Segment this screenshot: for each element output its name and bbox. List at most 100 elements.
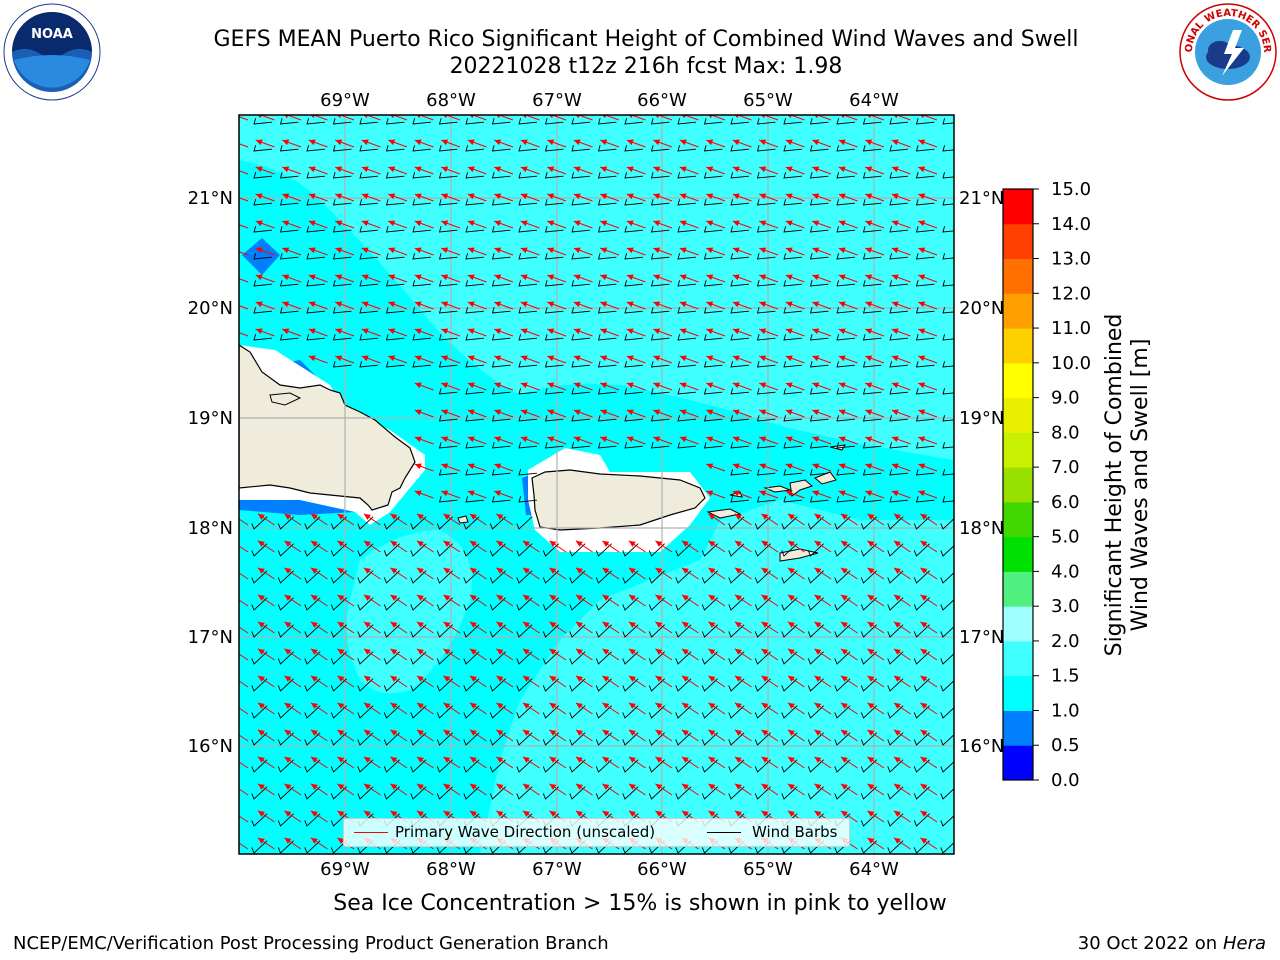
wave-direction-arrowhead <box>257 756 265 763</box>
wind-barb <box>597 442 617 449</box>
wind-barb <box>436 570 453 584</box>
wind-barb <box>357 543 374 557</box>
wave-direction-arrowhead <box>893 648 901 655</box>
wind-barb <box>359 361 378 368</box>
wind-barb <box>915 388 935 395</box>
wave-direction-arrowhead <box>679 166 687 173</box>
wave-direction-arrowhead <box>865 490 873 497</box>
wave-direction-arrowhead <box>865 139 873 146</box>
wave-direction-arrowhead <box>443 675 451 682</box>
wind-barb <box>783 442 802 449</box>
wave-direction-arrowhead <box>840 702 848 709</box>
wind-barb <box>860 624 877 638</box>
wind-barb <box>675 786 692 800</box>
wind-barb <box>597 172 617 179</box>
wave-direction-arrowhead <box>761 648 769 655</box>
wave-direction-arrowhead <box>600 382 608 389</box>
wind-barb <box>942 253 954 260</box>
wind-barb <box>862 307 882 314</box>
wind-barb <box>809 253 829 260</box>
colorbar-band <box>1003 293 1033 329</box>
wave-direction-arrowhead <box>706 193 714 200</box>
wind-barb <box>542 597 559 611</box>
wind-barb <box>756 118 776 125</box>
wind-barb <box>542 732 559 746</box>
wind-barb <box>807 786 824 800</box>
wave-direction-arrowhead <box>865 301 873 308</box>
wind-barb <box>648 678 665 692</box>
wind-barb <box>304 732 321 746</box>
wind-barb <box>940 707 954 719</box>
wave-direction-arrowhead <box>918 220 926 227</box>
wave-direction-arrowhead <box>547 382 555 389</box>
wave-direction-arrowhead <box>734 513 742 520</box>
wave-direction-arrowhead <box>734 756 742 763</box>
wave-direction-arrowhead <box>282 328 290 335</box>
wave-direction-arrowhead <box>626 139 634 146</box>
wave-direction-arrowhead <box>388 328 396 335</box>
wave-direction-arrowhead <box>761 567 769 574</box>
wave-direction-arrowhead <box>865 409 873 416</box>
wave-direction-arrowhead <box>257 702 265 709</box>
wave-direction-arrow <box>239 197 249 202</box>
lon-label-bottom: 64°W <box>849 859 899 880</box>
wave-direction-arrowhead <box>893 115 898 119</box>
wave-direction-arrowhead <box>494 166 502 173</box>
wind-barb <box>624 118 643 125</box>
wind-barb <box>781 705 798 719</box>
wave-direction-arrowhead <box>761 513 769 520</box>
wave-direction-arrowhead <box>469 756 477 763</box>
wave-direction-arrowhead <box>494 355 502 362</box>
wave-direction-arrowhead <box>759 274 767 281</box>
wave-direction-arrowhead <box>573 193 581 200</box>
wave-direction-arrowhead <box>467 220 475 227</box>
wave-direction-arrowhead <box>891 193 899 200</box>
wave-direction-arrowhead <box>467 139 475 146</box>
wave-direction-arrowhead <box>838 490 846 497</box>
wind-barb <box>650 307 670 314</box>
noaa-logo-icon: NOAA <box>3 3 101 101</box>
wind-barb <box>834 597 851 611</box>
wind-barb <box>597 334 617 341</box>
wave-direction-arrowhead <box>416 567 424 574</box>
wave-direction-arrowhead <box>785 274 793 281</box>
lon-label-top: 67°W <box>532 90 582 111</box>
wave-direction-arrowhead <box>653 355 661 362</box>
wave-direction-arrow <box>239 332 249 337</box>
wave-direction-arrowhead <box>812 490 820 497</box>
wave-direction-arrowhead <box>255 247 263 254</box>
wind-barb <box>915 253 935 260</box>
wave-direction-arrowhead <box>732 328 740 335</box>
wind-barb <box>860 516 877 530</box>
wind-barb <box>412 307 431 314</box>
lat-label-left: 20°N <box>188 298 233 319</box>
wave-direction-arrow <box>497 115 514 121</box>
wind-barb <box>465 307 484 314</box>
wind-barb <box>730 226 749 233</box>
wave-direction-arrowhead <box>653 220 661 227</box>
wave-direction-arrowhead <box>838 355 846 362</box>
wave-direction-arrowhead <box>920 567 928 574</box>
wind-barb <box>889 469 908 476</box>
wind-barb <box>887 840 904 854</box>
wave-direction-arrowhead <box>255 193 263 200</box>
wind-barb <box>942 307 954 314</box>
wind-barb <box>383 624 400 638</box>
wind-barb <box>942 199 954 206</box>
wind-barb <box>491 199 511 206</box>
wind-barb <box>940 680 954 692</box>
wind-barb <box>251 570 268 584</box>
wind-barb <box>703 442 723 449</box>
wave-direction-arrowhead <box>600 166 608 173</box>
wind-barb <box>624 226 643 233</box>
wave-direction-arrowhead <box>494 463 502 470</box>
wind-barb <box>277 597 294 611</box>
wind-barb <box>809 145 829 152</box>
wind-barb <box>438 415 458 422</box>
wind-barb <box>624 388 643 395</box>
wave-direction-arrowhead <box>441 382 449 389</box>
wave-direction-arrowhead <box>812 463 820 470</box>
wind-barb <box>465 334 484 341</box>
wind-barb <box>304 624 321 638</box>
wave-direction-arrowhead <box>575 729 583 736</box>
